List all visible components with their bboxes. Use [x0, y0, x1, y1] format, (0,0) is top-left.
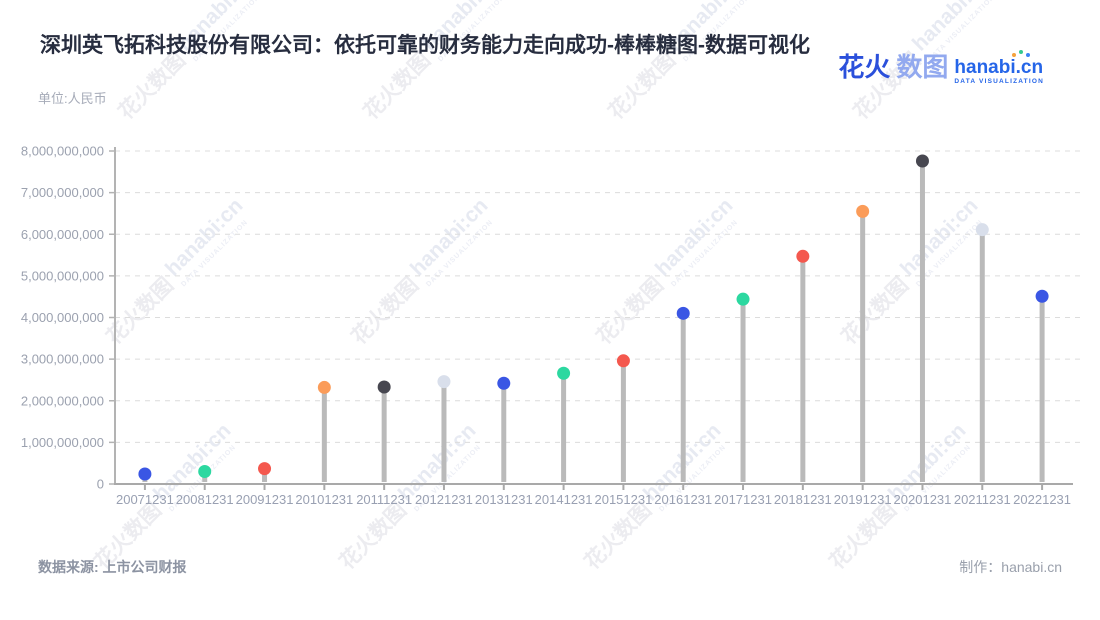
x-axis-label: 20181231	[774, 492, 832, 507]
logo-sparkle-icon	[1012, 50, 1030, 60]
credit-note: 制作：hanabi.cn	[959, 559, 1062, 575]
x-axis-label: 20201231	[894, 492, 952, 507]
y-axis-label: 5,000,000,000	[21, 268, 104, 283]
x-axis-label: 20211231	[954, 492, 1011, 507]
lollipop-dot-20081231[interactable]	[198, 465, 212, 479]
x-axis-label: 20131231	[475, 492, 533, 507]
hanabi-logo: 花火 数图 hanabi.cn DATA VISUALIZATION	[838, 50, 1044, 85]
y-axis-label: 4,000,000,000	[21, 310, 104, 325]
y-axis-label: 3,000,000,000	[21, 352, 104, 367]
y-axis-label: 8,000,000,000	[21, 144, 104, 159]
y-axis-label: 7,000,000,000	[21, 185, 104, 200]
x-axis-label: 20101231	[295, 492, 353, 507]
y-axis-label: 1,000,000,000	[21, 435, 104, 450]
logo-text-cn-bold: 花火	[838, 52, 891, 82]
y-axis-label: 2,000,000,000	[21, 393, 104, 408]
lollipop-dot-20221231[interactable]	[1035, 289, 1049, 303]
x-axis-label: 20141231	[535, 492, 593, 507]
lollipop-dot-20141231[interactable]	[557, 366, 571, 380]
lollipop-dot-20191231[interactable]	[856, 204, 870, 218]
lollipop-dot-20161231[interactable]	[676, 306, 690, 320]
lollipop-dot-20211231[interactable]	[975, 223, 989, 237]
lollipop-dot-20101231[interactable]	[317, 380, 331, 394]
lollipop-dot-20171231[interactable]	[736, 292, 750, 306]
lollipop-dot-20201231[interactable]	[915, 154, 929, 168]
logo-text-cn-light: 数图	[896, 52, 949, 82]
lollipop-dot-20091231[interactable]	[258, 462, 272, 476]
lollipop-dot-20071231[interactable]	[138, 467, 152, 481]
unit-label: 单位:人民币	[38, 91, 107, 106]
x-axis-label: 20161231	[654, 492, 712, 507]
lollipop-dot-20151231[interactable]	[616, 354, 630, 368]
logo-subtitle: DATA VISUALIZATION	[954, 78, 1044, 85]
y-axis-label: 6,000,000,000	[21, 227, 104, 242]
x-axis-label: 20151231	[594, 492, 652, 507]
x-axis-label: 20191231	[834, 492, 892, 507]
x-axis-label: 20091231	[236, 492, 294, 507]
x-axis-label: 20221231	[1013, 492, 1071, 507]
x-axis-label: 20081231	[176, 492, 234, 507]
y-axis-label: 0	[97, 477, 104, 492]
lollipop-dot-20131231[interactable]	[497, 376, 511, 390]
logo-text-en: hanabi.cn	[954, 57, 1044, 78]
lollipop-dot-20181231[interactable]	[796, 249, 810, 263]
logo-en-block: hanabi.cn DATA VISUALIZATION	[954, 50, 1044, 85]
x-axis-label: 20071231	[116, 492, 174, 507]
page-title: 深圳英飞拓科技股份有限公司：依托可靠的财务能力走向成功-棒棒糖图-数据可视化	[40, 34, 810, 57]
lollipop-dot-20121231[interactable]	[437, 375, 451, 389]
lollipop-dot-20111231[interactable]	[377, 380, 391, 394]
x-axis-label: 20111231	[356, 492, 412, 507]
x-axis-label: 20171231	[714, 492, 772, 507]
data-source-note: 数据来源: 上市公司财报	[38, 559, 187, 575]
x-axis-label: 20121231	[415, 492, 473, 507]
